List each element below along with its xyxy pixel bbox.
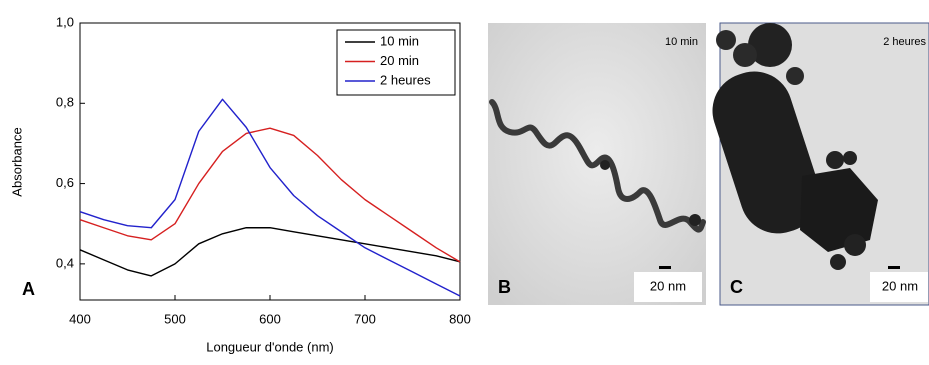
x-tick-label: 700 bbox=[354, 311, 376, 326]
x-axis-label: Longueur d'onde (nm) bbox=[206, 339, 334, 354]
particle bbox=[843, 151, 857, 165]
scale-bar bbox=[659, 266, 671, 269]
x-tick-label: 400 bbox=[69, 311, 91, 326]
scale-box bbox=[634, 272, 702, 302]
particle bbox=[844, 234, 866, 256]
caption: 10 min bbox=[665, 36, 698, 48]
panel-c: 20 nm 2 heures C bbox=[712, 22, 929, 306]
particle bbox=[600, 160, 610, 170]
y-tick-label: 1,0 bbox=[56, 14, 74, 29]
scale-label: 20 nm bbox=[882, 278, 918, 293]
particle bbox=[800, 168, 878, 252]
legend-label: 20 min bbox=[380, 53, 419, 68]
data-line bbox=[79, 127, 461, 263]
panel-b: 20 nm 10 min B bbox=[488, 23, 706, 305]
particle bbox=[716, 30, 736, 50]
panel-label: B bbox=[498, 277, 511, 297]
particle bbox=[712, 71, 820, 234]
y-tick-label: 0,6 bbox=[56, 175, 74, 190]
legend-box bbox=[336, 29, 456, 96]
particle bbox=[786, 67, 804, 85]
particle bbox=[689, 214, 701, 226]
panel-label: C bbox=[730, 277, 743, 297]
legend-label: 10 min bbox=[380, 33, 419, 48]
y-axis-label: Absorbance bbox=[9, 127, 24, 196]
caption: 2 heures bbox=[883, 36, 926, 48]
nanoparticle-chain bbox=[489, 99, 706, 233]
scale-bar bbox=[888, 266, 900, 269]
legend-label: 2 heures bbox=[380, 72, 431, 87]
data-line bbox=[79, 98, 461, 297]
particle bbox=[733, 43, 757, 67]
scale-box bbox=[870, 272, 928, 302]
y-tick-label: 0,4 bbox=[56, 255, 74, 270]
scale-label: 20 nm bbox=[650, 278, 686, 293]
panel-label: A bbox=[22, 279, 35, 299]
y-tick-label: 0,8 bbox=[56, 95, 74, 110]
particle bbox=[830, 254, 846, 270]
data-line bbox=[79, 227, 461, 277]
x-tick-label: 500 bbox=[164, 311, 186, 326]
particle bbox=[826, 151, 844, 169]
x-tick-label: 800 bbox=[449, 311, 471, 326]
x-tick-label: 600 bbox=[259, 311, 281, 326]
particle bbox=[748, 23, 792, 67]
